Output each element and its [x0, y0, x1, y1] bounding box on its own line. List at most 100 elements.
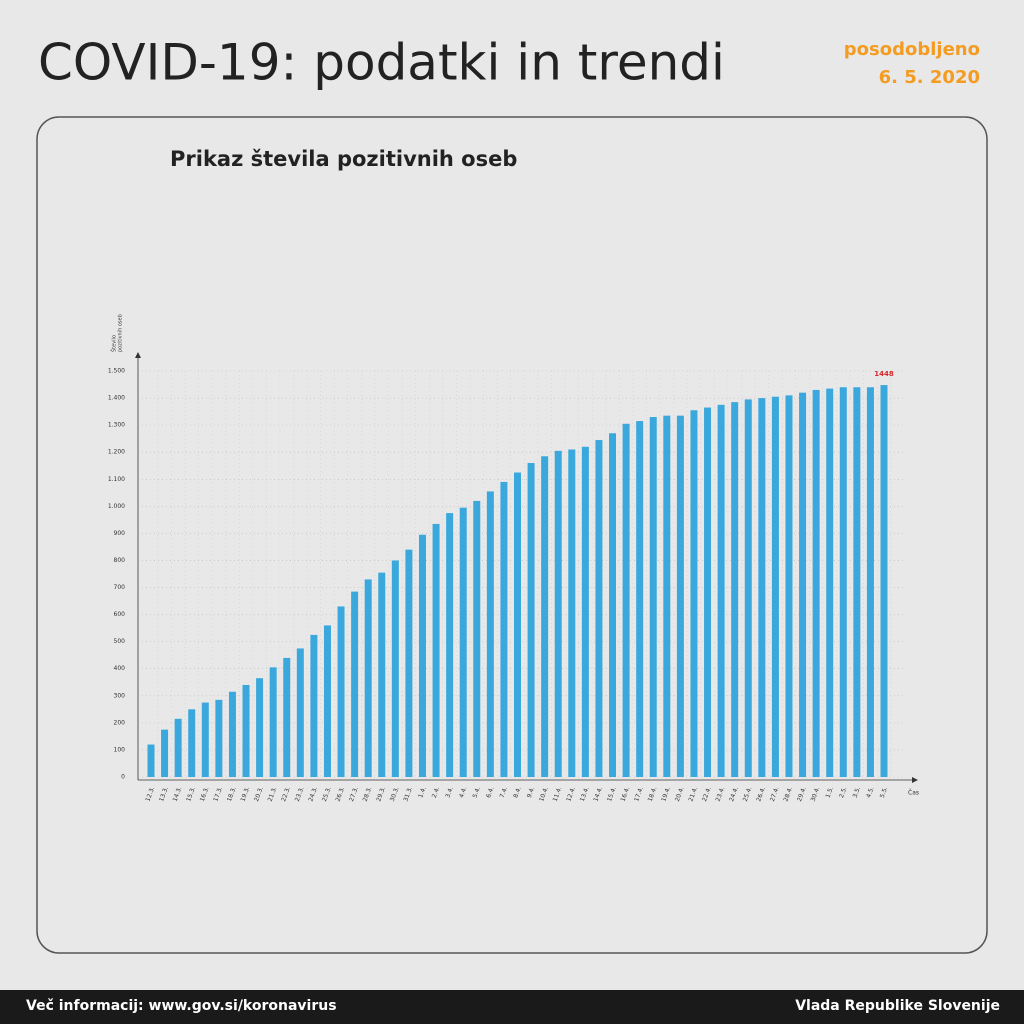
data-label: 1448 — [874, 370, 894, 378]
page-title: COVID-19: podatki in trendi — [38, 34, 725, 92]
x-tick-label: 5.4. — [472, 786, 483, 799]
bar — [215, 699, 223, 777]
x-tick-label: 9.4. — [526, 786, 537, 799]
y-axis-arrow — [135, 352, 141, 358]
updated-label: posodobljeno — [844, 39, 980, 60]
bar — [595, 440, 603, 777]
x-tick-label: 12.4. — [565, 786, 577, 803]
bar — [256, 678, 264, 777]
bar — [486, 491, 494, 777]
x-tick-label: 23.3. — [294, 786, 306, 803]
bar — [418, 534, 426, 777]
bar — [405, 549, 413, 777]
y-tick-label: 500 — [114, 638, 126, 645]
x-tick-label: 28.4. — [782, 786, 794, 803]
bar — [799, 392, 807, 777]
plot: Število pozitivnih oseb Čas 0 100 200 300 400 50… — [108, 314, 919, 802]
x-tick-label: 26.4. — [755, 786, 767, 803]
bar — [568, 449, 576, 777]
bar — [581, 446, 589, 777]
x-tick-label: 1.5. — [824, 786, 835, 799]
y-axis-label: Število — [111, 335, 118, 352]
x-tick-label: 20.3. — [253, 786, 265, 803]
bar — [853, 387, 861, 777]
bar — [527, 463, 535, 777]
x-tick-label: 19.4. — [660, 786, 672, 803]
bar — [459, 507, 467, 777]
bar — [636, 421, 644, 777]
x-tick-label: 5.5. — [879, 786, 890, 799]
x-tick-label: 4.5. — [865, 786, 876, 799]
x-tick-label: 17.4. — [633, 786, 645, 803]
bar — [432, 523, 440, 777]
bar — [717, 404, 725, 777]
x-tick-label: 24.4. — [728, 786, 740, 803]
x-tick-label: 3.5. — [852, 786, 863, 799]
x-tick-label: 13.3. — [158, 786, 170, 803]
x-tick-label: 18.4. — [647, 786, 659, 803]
x-tick-label: 18.3. — [226, 786, 238, 803]
y-tick-label: 1.200 — [108, 449, 125, 456]
x-tick-label: 25.3. — [321, 786, 333, 803]
bar — [826, 388, 834, 777]
updated-date: 6. 5. 2020 — [879, 67, 980, 88]
x-tick-label: 25.4. — [742, 786, 754, 803]
x-tick-label: 1.4. — [417, 786, 428, 799]
x-tick-label: 2.5. — [838, 786, 849, 799]
bar — [296, 648, 304, 777]
bar — [731, 402, 739, 777]
bar — [744, 399, 752, 777]
bar — [771, 396, 779, 777]
bar — [337, 606, 345, 777]
bar — [351, 591, 359, 777]
x-tick-label: 16.4. — [620, 786, 632, 803]
y-tick-label: 1.300 — [108, 422, 125, 429]
x-tick-label: 8.4. — [512, 786, 523, 799]
y-tick-label: 800 — [114, 557, 126, 564]
x-tick-label: 21.4. — [687, 786, 699, 803]
x-tick-label: 6.4. — [485, 786, 496, 799]
x-tick-label: 15.4. — [606, 786, 618, 803]
bar — [704, 407, 712, 777]
bar — [378, 572, 386, 777]
x-tick-label: 29.3. — [375, 786, 387, 803]
bar — [161, 729, 169, 777]
x-tick-label: 29.4. — [796, 786, 808, 803]
bar — [446, 513, 454, 777]
y-tick-label: 400 — [114, 665, 126, 672]
x-tick-label: 11.4. — [552, 786, 564, 803]
y-tick-label: 1.500 — [108, 368, 125, 375]
x-tick-label: 26.3. — [335, 786, 347, 803]
x-tick-label: 16.3. — [199, 786, 211, 803]
bar — [174, 718, 182, 777]
x-tick-label: 2.4. — [431, 786, 442, 799]
chart-title: Prikaz števila pozitivnih oseb — [170, 147, 517, 171]
bar — [880, 385, 888, 777]
y-tick-label: 1.400 — [108, 395, 125, 402]
bar — [758, 398, 766, 777]
bar — [228, 691, 236, 777]
bar — [554, 450, 562, 777]
y-tick-label: 1.000 — [108, 503, 125, 510]
bar — [839, 387, 847, 777]
bar — [785, 395, 793, 777]
x-tick-label: 3.4. — [444, 786, 455, 799]
bar — [364, 579, 372, 777]
x-axis-label: Čas — [908, 790, 919, 797]
x-tick-label: 13.4. — [579, 786, 591, 803]
y-tick-label: 300 — [114, 692, 126, 699]
x-axis-arrow — [912, 777, 918, 783]
bar — [663, 415, 671, 777]
x-tick-label: 31.3. — [402, 786, 414, 803]
y-tick-label: 0 — [121, 774, 125, 781]
bar — [541, 456, 549, 777]
bar — [242, 684, 250, 777]
bar — [514, 472, 521, 777]
bar — [188, 709, 196, 777]
y-tick-label: 200 — [114, 719, 126, 726]
x-tick-label: 7.4. — [499, 786, 510, 799]
bar — [866, 387, 874, 777]
